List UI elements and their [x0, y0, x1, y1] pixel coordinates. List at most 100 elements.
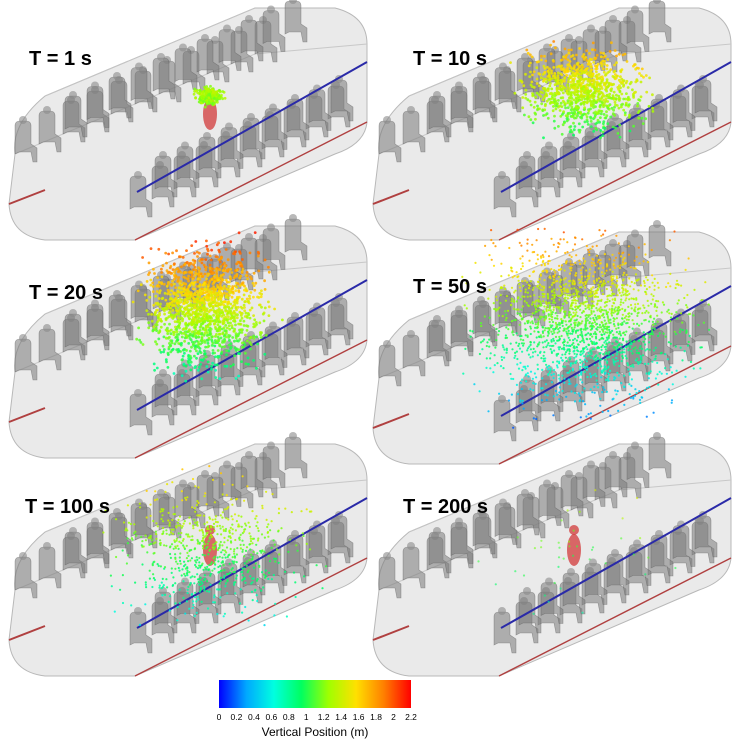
particle: [520, 342, 524, 345]
particle: [481, 340, 484, 343]
particle: [143, 293, 147, 297]
particle: [566, 371, 569, 374]
particle: [625, 315, 628, 318]
particle: [618, 99, 621, 102]
particle: [613, 363, 616, 366]
particle: [589, 388, 592, 391]
particle: [263, 288, 267, 291]
seat: [450, 86, 474, 128]
particle: [596, 288, 599, 291]
particle-cloud: [131, 231, 284, 383]
particle: [529, 356, 532, 359]
particle: [561, 58, 564, 61]
particle: [229, 342, 233, 346]
particle: [531, 301, 534, 304]
particle: [181, 287, 185, 290]
particle: [544, 301, 548, 304]
particle: [466, 282, 469, 286]
particle: [562, 347, 565, 351]
particle: [485, 344, 488, 348]
particle: [565, 332, 569, 335]
particle: [161, 344, 165, 348]
particle: [612, 263, 615, 266]
particle: [571, 343, 574, 346]
particle: [536, 280, 540, 283]
particle: [648, 348, 651, 351]
particle: [604, 97, 608, 101]
particle: [172, 292, 176, 296]
particle: [221, 549, 224, 552]
particle: [226, 309, 230, 313]
particle: [524, 288, 527, 291]
particle: [542, 354, 545, 357]
particle: [547, 368, 550, 371]
particle: [604, 309, 608, 312]
particle: [537, 93, 541, 96]
particle: [601, 130, 605, 134]
particle: [598, 84, 602, 88]
particle: [604, 371, 607, 374]
particle: [699, 367, 702, 370]
seat: [64, 313, 88, 356]
particle: [605, 104, 608, 108]
particle: [555, 82, 559, 86]
particle: [178, 515, 182, 518]
particle: [196, 330, 200, 334]
particle: [522, 284, 525, 288]
particle: [599, 404, 602, 407]
particle: [224, 556, 227, 559]
particle: [181, 328, 185, 331]
particle: [650, 293, 653, 296]
particle: [157, 331, 161, 335]
particle: [524, 291, 527, 294]
particle: [670, 312, 673, 315]
particle: [599, 262, 602, 265]
headrest: [477, 296, 485, 304]
particle: [257, 529, 260, 532]
particle: [217, 241, 221, 245]
particle: [613, 336, 616, 339]
particle: [611, 94, 615, 98]
particle: [558, 391, 561, 394]
particle: [220, 345, 224, 349]
particle: [569, 313, 572, 316]
particle: [564, 68, 568, 72]
particle: [507, 274, 510, 277]
particle: [594, 101, 598, 104]
particle: [644, 290, 647, 293]
particle: [553, 114, 556, 118]
particle: [502, 346, 505, 349]
particle: [589, 356, 592, 359]
particle: [592, 258, 595, 261]
particle: [524, 313, 527, 316]
particle: [654, 322, 657, 326]
particle: [200, 94, 204, 98]
particle: [590, 304, 594, 307]
particle: [248, 308, 252, 312]
particle: [595, 337, 598, 340]
particle: [632, 124, 635, 128]
particle: [593, 391, 596, 394]
particle: [617, 252, 621, 255]
particle: [590, 261, 593, 264]
particle: [564, 320, 567, 323]
particle: [602, 51, 605, 55]
particle: [549, 324, 552, 327]
particle: [643, 306, 646, 309]
particle: [225, 349, 229, 353]
particle: [563, 269, 566, 272]
particle: [669, 285, 672, 288]
particle: [619, 86, 622, 90]
particle: [592, 280, 596, 283]
particle: [602, 233, 605, 236]
particle: [642, 75, 645, 79]
particle: [246, 485, 249, 488]
particle: [623, 271, 626, 274]
particle: [567, 62, 571, 66]
particle: [591, 93, 595, 97]
particle: [193, 326, 197, 329]
seat: [284, 218, 308, 261]
seat: [38, 328, 62, 371]
particle: [207, 322, 211, 326]
particle: [659, 352, 662, 355]
